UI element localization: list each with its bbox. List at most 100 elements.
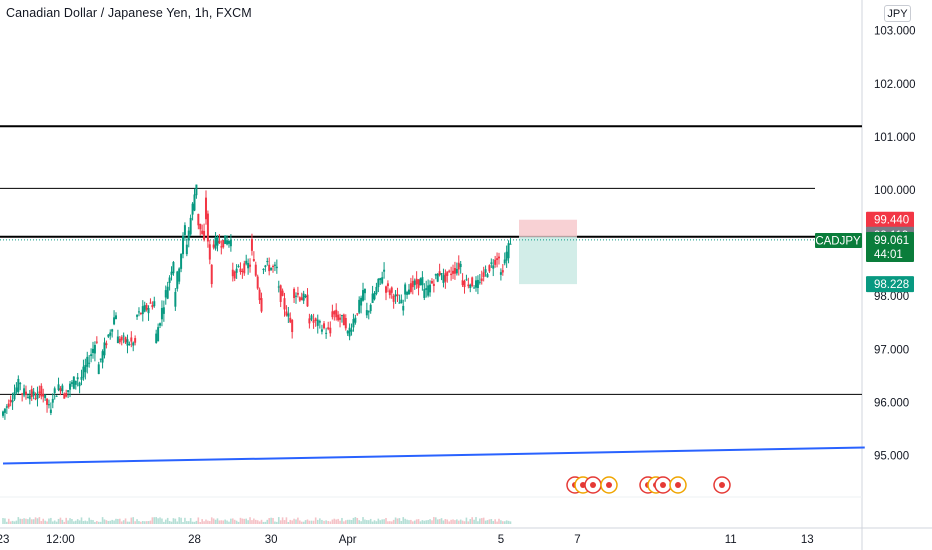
time-tick-label: 12:00 — [46, 534, 75, 546]
volume-bar — [222, 520, 225, 524]
candle-body — [88, 362, 91, 364]
candle-body — [411, 281, 414, 288]
candle-body — [199, 223, 202, 230]
volume-bar — [224, 519, 226, 524]
candle-body — [59, 388, 62, 392]
volume-bar — [253, 518, 255, 524]
candle-body — [409, 283, 412, 292]
volume-bar — [354, 517, 357, 524]
volume-bar — [350, 520, 353, 524]
volume-bar — [136, 519, 138, 524]
candle-body — [314, 318, 317, 321]
volume-bar — [207, 520, 209, 524]
volume-bar — [463, 521, 466, 524]
candle-body — [134, 338, 137, 343]
candle-body — [3, 408, 6, 413]
volume-bar — [415, 519, 418, 524]
volume-bar — [358, 520, 360, 524]
take-profit-zone[interactable] — [519, 236, 577, 285]
volume-bar — [140, 521, 142, 524]
volume-bar — [216, 518, 219, 524]
volume-bar — [29, 517, 31, 524]
volume-bar — [457, 520, 460, 524]
candle-body — [494, 259, 497, 265]
volume-bar — [176, 521, 179, 524]
candle-body — [496, 258, 499, 260]
volume-bar — [124, 518, 127, 524]
volume-bar — [262, 521, 265, 524]
candle-body — [273, 264, 276, 266]
time-tick-label: 7 — [574, 534, 580, 546]
candle-body — [195, 184, 198, 196]
volume-bar — [55, 521, 58, 524]
candle-body — [229, 239, 232, 247]
candle-body — [38, 391, 41, 393]
candle-body — [82, 366, 85, 378]
volume-bar — [308, 520, 311, 524]
candle-body — [78, 382, 81, 387]
candle-body — [136, 315, 139, 317]
volume-bar — [352, 517, 355, 524]
candle-body — [289, 317, 292, 323]
volume-bar — [494, 519, 496, 524]
volume-bar — [316, 519, 319, 524]
volume-bar — [78, 520, 81, 524]
candle-body — [159, 323, 162, 326]
candle-body — [15, 387, 18, 393]
stop-loss-zone[interactable] — [519, 219, 577, 237]
candle-body — [139, 312, 142, 315]
candle-body — [505, 251, 508, 261]
volume-bar — [11, 520, 14, 524]
candle-body — [262, 268, 265, 270]
currency-button[interactable]: JPY — [884, 5, 911, 22]
volume-bar — [254, 519, 257, 524]
volume-bar — [406, 519, 408, 524]
volume-bar — [232, 518, 234, 524]
candle-body — [70, 382, 73, 384]
volume-bar — [147, 521, 150, 524]
volume-bar — [109, 520, 112, 524]
candle-body — [304, 295, 307, 298]
candle-body — [164, 290, 167, 298]
candle-body — [69, 383, 72, 390]
volume-bar — [356, 517, 359, 524]
candle-body — [34, 398, 37, 400]
volume-bar — [122, 520, 125, 524]
volume-bar — [452, 519, 454, 524]
volume-bar — [398, 518, 401, 524]
candle-body — [21, 393, 24, 395]
candle-body — [212, 244, 215, 248]
candle-body — [118, 338, 121, 343]
price-tick-label: 101.000 — [874, 132, 916, 144]
candle-body — [126, 339, 129, 346]
flag-icon — [590, 482, 596, 488]
candle-body — [204, 197, 207, 220]
candle-body — [145, 304, 148, 310]
candle-body — [74, 380, 77, 385]
candle-body — [419, 278, 422, 286]
volume-bar — [329, 521, 332, 524]
candle-body — [109, 332, 112, 336]
volume-bar — [344, 520, 347, 524]
volume-bar — [168, 521, 171, 524]
volume-bar — [302, 521, 305, 524]
volume-bar — [291, 520, 293, 524]
trend-line[interactable] — [2, 446, 865, 465]
candle-body — [168, 277, 171, 283]
candle-body — [373, 293, 376, 300]
candle-body — [120, 337, 123, 341]
volume-bar — [404, 518, 406, 524]
candle-body — [503, 259, 506, 264]
volume-bar — [433, 517, 435, 524]
volume-bar — [214, 519, 217, 524]
volume-bar — [44, 520, 46, 524]
flag-icon — [719, 482, 725, 488]
candle-body — [166, 286, 169, 299]
candle-body — [90, 354, 93, 357]
candle-body — [162, 307, 165, 314]
volume-bar — [201, 519, 203, 524]
volume-bar — [90, 519, 92, 524]
volume-bar — [417, 519, 420, 524]
